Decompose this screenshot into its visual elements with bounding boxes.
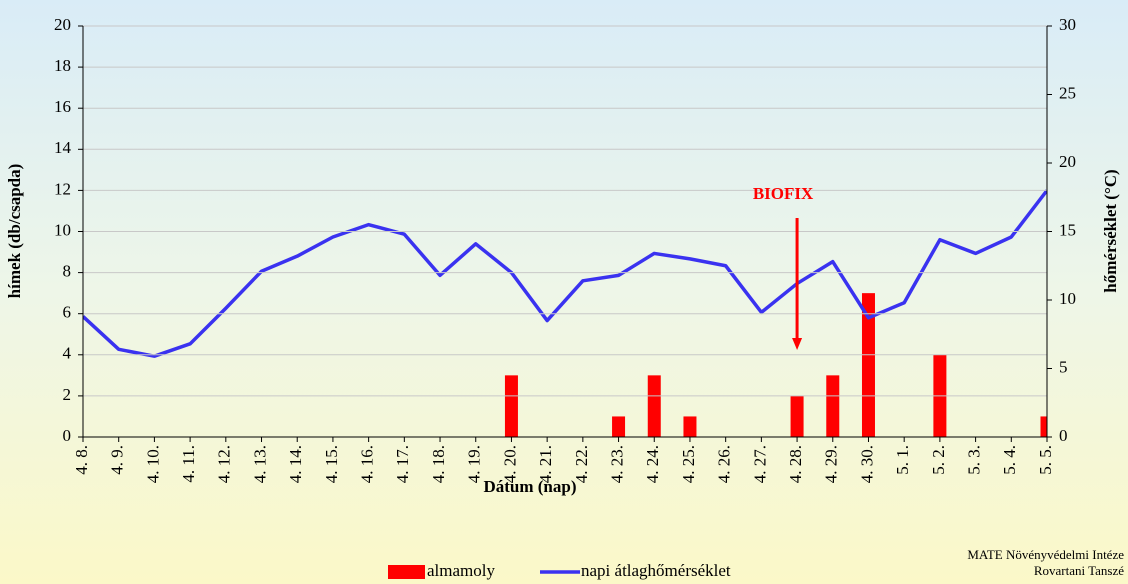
- bar: [861, 293, 875, 437]
- y-tick-label: 2: [63, 385, 72, 404]
- x-tick-label: 4. 23.: [607, 445, 626, 483]
- bar: [1040, 416, 1047, 437]
- legend-swatch: [388, 565, 425, 579]
- x-tick-label: 4. 21.: [536, 445, 555, 483]
- source-line: Rovartani Tanszé: [1034, 563, 1124, 578]
- x-tick-label: 5. 4.: [1000, 445, 1019, 475]
- x-tick-label: 4. 10.: [143, 445, 162, 483]
- bar: [826, 375, 840, 437]
- x-tick-label: 4. 26.: [715, 445, 734, 483]
- y-tick-label: 10: [54, 220, 71, 239]
- x-tick-label: 4. 14.: [286, 445, 305, 483]
- y2-tick-label: 10: [1059, 289, 1076, 308]
- x-tick-label: 4. 28.: [786, 445, 805, 483]
- x-tick-label: 4. 30.: [857, 445, 876, 483]
- x-tick-label: 4. 9.: [108, 445, 127, 475]
- x-tick-label: 4. 12.: [215, 445, 234, 483]
- bar: [790, 395, 804, 437]
- y2-tick-label: 15: [1059, 220, 1076, 239]
- x-tick-label: 4. 19.: [465, 445, 484, 483]
- bar: [504, 375, 518, 437]
- y2-tick-label: 25: [1059, 83, 1076, 102]
- y2-tick-label: 5: [1059, 357, 1068, 376]
- x-tick-label: 4. 29.: [822, 445, 841, 483]
- temperature-line: [83, 189, 1047, 358]
- x-tick-label: 4. 18.: [429, 445, 448, 483]
- x-tick-label: 4. 11.: [179, 445, 198, 483]
- x-tick-label: 5. 2.: [929, 445, 948, 475]
- annotation-arrowhead: [792, 338, 803, 350]
- x-tick-label: 4. 25.: [679, 445, 698, 483]
- x-axis-title: Dátum (nap): [483, 477, 576, 496]
- legend-label: napi átlaghőmérséklet: [581, 561, 731, 580]
- y-tick-label: 4: [63, 344, 72, 363]
- x-tick-label: 5. 1.: [893, 445, 912, 475]
- y2-tick-label: 30: [1059, 15, 1076, 34]
- annotation: BIOFIX: [753, 184, 814, 203]
- x-tick-label: 4. 13.: [250, 445, 269, 483]
- y2-axis-title: hőmérséklet (°C): [1101, 169, 1120, 292]
- legend-label: almamoly: [427, 561, 495, 580]
- x-tick-label: 4. 22.: [572, 445, 591, 483]
- y-axis-title: hímek (db/csapda): [5, 164, 24, 299]
- y-tick-label: 12: [54, 179, 71, 198]
- bar: [647, 375, 661, 437]
- y-tick-label: 6: [63, 303, 72, 322]
- y-tick-label: 18: [54, 56, 71, 75]
- y-tick-label: 20: [54, 15, 71, 34]
- bar: [612, 416, 626, 437]
- y2-tick-label: 20: [1059, 152, 1076, 171]
- x-tick-label: 4. 16.: [358, 445, 377, 483]
- x-tick-label: 4. 17.: [393, 445, 412, 483]
- x-tick-label: 4. 24.: [643, 445, 662, 483]
- x-tick-label: 4. 20.: [500, 445, 519, 483]
- bar: [683, 416, 697, 437]
- x-tick-label: 5. 5.: [1036, 445, 1055, 475]
- y-tick-label: 16: [54, 97, 71, 116]
- x-tick-label: 4. 27.: [750, 445, 769, 483]
- x-tick-label: 4. 8.: [72, 445, 91, 475]
- y2-tick-label: 0: [1059, 426, 1068, 445]
- x-tick-label: 4. 15.: [322, 445, 341, 483]
- source-line: MATE Növényvédelmi Intéze: [967, 547, 1124, 562]
- y-tick-label: 14: [54, 138, 72, 157]
- plot-area: [83, 189, 1047, 437]
- x-tick-label: 5. 3.: [964, 445, 983, 475]
- y-tick-label: 8: [63, 262, 72, 281]
- y-tick-label: 0: [63, 426, 72, 445]
